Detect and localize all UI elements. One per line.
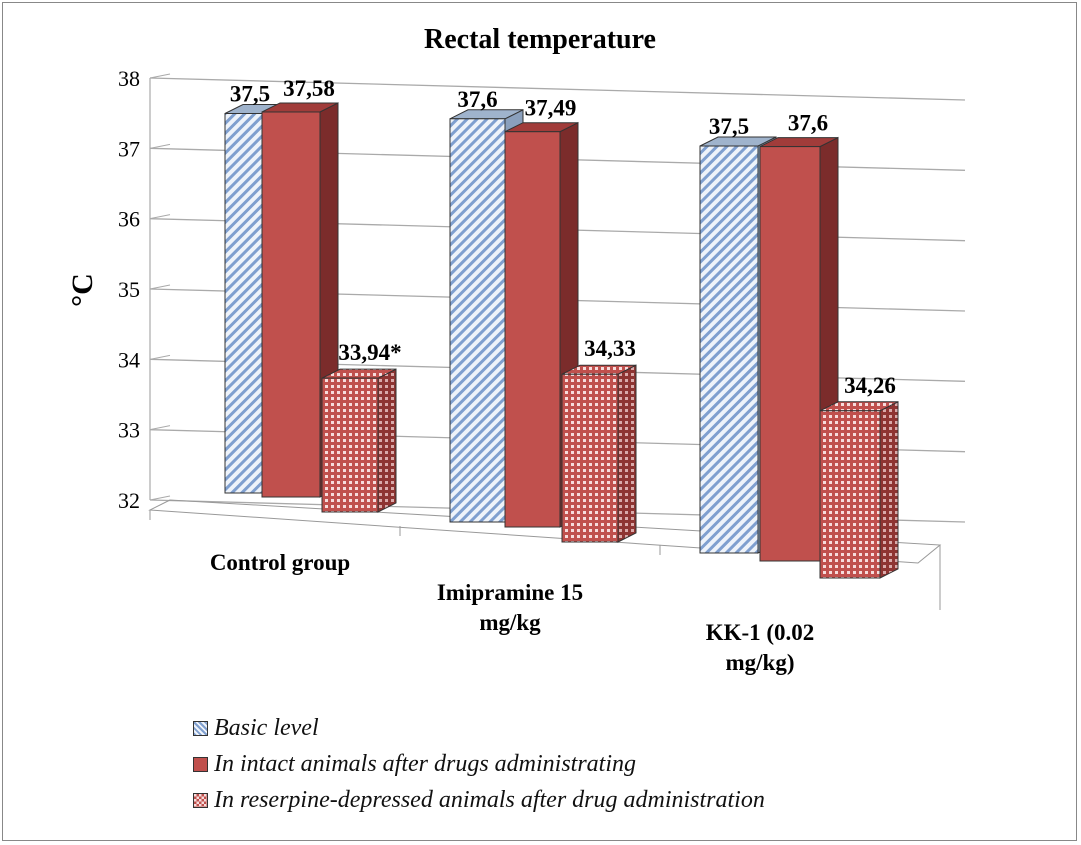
bar: [819, 410, 881, 579]
bar: [321, 377, 379, 513]
data-label: 33,94*: [338, 340, 401, 365]
data-label: 37,58: [283, 76, 335, 101]
legend-item-basic: Basic level: [193, 710, 765, 746]
gridline-side: [149, 425, 171, 431]
bar: [449, 118, 506, 523]
gridline-side: [149, 495, 171, 501]
bar-side: [377, 368, 397, 513]
bar: [699, 145, 759, 554]
y-tick-label: 34: [118, 347, 140, 372]
legend-label: In intact animals after drugs administra…: [214, 750, 637, 777]
y-tick-label: 33: [118, 418, 140, 443]
gridline: [149, 77, 966, 101]
gridline-side: [149, 354, 171, 360]
legend-label: Basic level: [214, 714, 319, 741]
legend-label: In reserpine-depressed animals after dru…: [214, 786, 765, 813]
data-label: 37,5: [230, 82, 270, 107]
floor: [148, 499, 942, 564]
legend-swatch: [193, 756, 208, 772]
x-category-label: Control group: [210, 550, 350, 575]
gridline-side: [149, 143, 171, 149]
y-axis-label: °C: [66, 273, 99, 307]
x-category-label: mg/kg: [479, 610, 541, 635]
gridline-side: [149, 73, 171, 79]
chart-title: Rectal temperature: [424, 24, 656, 55]
legend-item-intact: In intact animals after drugs administra…: [193, 746, 765, 782]
x-category-label: KK-1 (0.02: [706, 620, 815, 645]
legend-swatch: [193, 720, 208, 736]
y-tick-label: 36: [118, 207, 140, 232]
gridline-side: [149, 214, 171, 220]
x-category-label: mg/kg): [726, 650, 795, 675]
y-tick-label: 37: [118, 136, 140, 161]
data-label: 37,6: [788, 111, 828, 136]
data-label: 37,6: [457, 87, 497, 112]
x-category-label: Imipramine 15: [437, 580, 583, 605]
legend: Basic level In intact animals after drug…: [193, 710, 765, 818]
bar-side: [617, 364, 637, 543]
data-label: 37,49: [525, 96, 577, 121]
gridline-side: [149, 284, 171, 290]
bar: [261, 111, 321, 498]
data-label: 37,5: [709, 114, 749, 139]
legend-swatch: [193, 792, 208, 808]
data-label: 34,33: [584, 336, 636, 361]
data-label: 34,26: [844, 373, 896, 398]
y-tick-label: 32: [118, 488, 140, 513]
y-tick-label: 38: [118, 66, 140, 91]
legend-item-reserpine: In reserpine-depressed animals after dru…: [193, 782, 765, 818]
y-tick-label: 35: [118, 277, 140, 302]
bar: [561, 373, 619, 543]
bar: [504, 131, 561, 528]
bar-side: [879, 400, 899, 579]
bar: [759, 146, 821, 562]
